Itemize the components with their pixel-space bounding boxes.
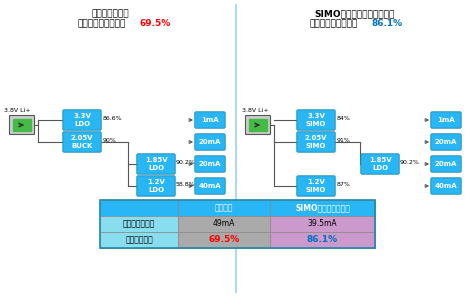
Bar <box>100 200 178 216</box>
FancyBboxPatch shape <box>361 154 399 174</box>
Text: 86.1%: 86.1% <box>307 236 338 244</box>
Text: 86.1%: 86.1% <box>372 19 403 28</box>
Bar <box>100 232 178 248</box>
Bar <box>178 232 270 248</box>
Text: 1.85V
LDO: 1.85V LDO <box>369 157 391 171</box>
Text: 49mA: 49mA <box>213 220 235 229</box>
Text: 2.05V
SIMO: 2.05V SIMO <box>305 135 327 149</box>
FancyBboxPatch shape <box>297 132 335 152</box>
Bar <box>178 216 270 232</box>
FancyBboxPatch shape <box>431 178 461 194</box>
Text: 1.85V
LDO: 1.85V LDO <box>145 157 167 171</box>
FancyBboxPatch shape <box>195 178 225 194</box>
Text: 3.3V
LDO: 3.3V LDO <box>73 113 91 127</box>
Text: SIMOアーキテクチャによる: SIMOアーキテクチャによる <box>315 9 395 18</box>
Text: 20mA: 20mA <box>435 139 457 145</box>
Text: 従来方式による: 従来方式による <box>91 9 129 18</box>
FancyBboxPatch shape <box>431 134 461 150</box>
Text: 20mA: 20mA <box>199 139 221 145</box>
Bar <box>100 200 375 248</box>
Text: 40mA: 40mA <box>435 183 457 189</box>
Text: 3.8V Li+: 3.8V Li+ <box>4 108 31 113</box>
Text: 84%: 84% <box>337 116 351 121</box>
Bar <box>270 200 375 216</box>
Text: 90.2%: 90.2% <box>176 160 196 164</box>
FancyBboxPatch shape <box>137 154 175 174</box>
Text: システム電力効率＝: システム電力効率＝ <box>310 19 358 28</box>
FancyBboxPatch shape <box>245 116 270 134</box>
Text: SIMOアーキテクチャ: SIMOアーキテクチャ <box>295 203 350 212</box>
FancyBboxPatch shape <box>195 134 225 150</box>
Text: システム効率: システム効率 <box>125 236 153 244</box>
Text: 20mA: 20mA <box>435 161 457 167</box>
Text: システム電力効率＝: システム電力効率＝ <box>78 19 126 28</box>
Text: 87%: 87% <box>337 182 351 187</box>
Text: 69.5%: 69.5% <box>140 19 171 28</box>
Text: バッテリー電流: バッテリー電流 <box>123 220 155 229</box>
Text: 69.5%: 69.5% <box>208 236 240 244</box>
Text: 86.6%: 86.6% <box>103 116 123 121</box>
Text: 1.2V
SIMO: 1.2V SIMO <box>306 179 326 193</box>
Text: 従来方式: 従来方式 <box>215 203 233 212</box>
FancyBboxPatch shape <box>431 112 461 128</box>
Text: 1mA: 1mA <box>437 117 455 123</box>
Text: 1mA: 1mA <box>201 117 219 123</box>
FancyBboxPatch shape <box>297 176 335 196</box>
FancyBboxPatch shape <box>195 112 225 128</box>
Text: 1.2V
LDO: 1.2V LDO <box>147 179 165 193</box>
Bar <box>178 200 270 216</box>
Bar <box>270 232 375 248</box>
Bar <box>249 119 267 131</box>
Bar <box>100 216 178 232</box>
Text: 3.3V
SIMO: 3.3V SIMO <box>306 113 326 127</box>
Text: 2.05V
BUCK: 2.05V BUCK <box>71 135 93 149</box>
Text: 40mA: 40mA <box>199 183 221 189</box>
FancyBboxPatch shape <box>9 116 34 134</box>
Text: 39.5mA: 39.5mA <box>308 220 337 229</box>
Text: 58.8%: 58.8% <box>176 182 195 187</box>
FancyBboxPatch shape <box>297 110 335 130</box>
Bar <box>270 216 375 232</box>
FancyBboxPatch shape <box>63 110 101 130</box>
Text: 20mA: 20mA <box>199 161 221 167</box>
FancyBboxPatch shape <box>137 176 175 196</box>
FancyBboxPatch shape <box>431 156 461 172</box>
Text: 90%: 90% <box>103 137 117 142</box>
FancyBboxPatch shape <box>63 132 101 152</box>
Text: 90.2%: 90.2% <box>400 160 420 164</box>
FancyBboxPatch shape <box>195 156 225 172</box>
Bar <box>13 119 31 131</box>
Text: 3.8V Li+: 3.8V Li+ <box>242 108 269 113</box>
Text: 91%: 91% <box>337 137 351 142</box>
